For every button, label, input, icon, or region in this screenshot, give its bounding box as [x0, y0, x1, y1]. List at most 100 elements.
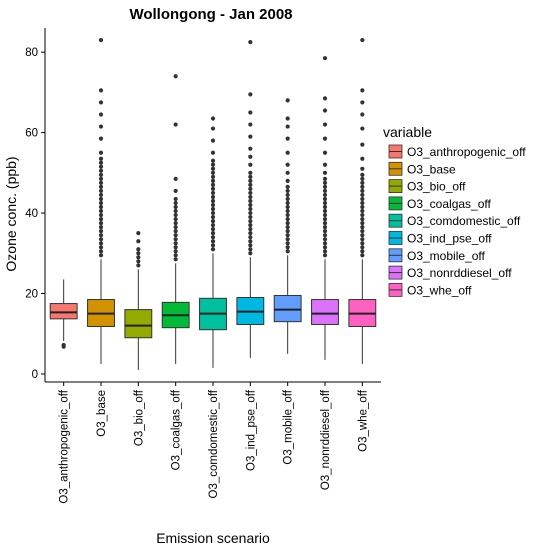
outlier-point: [360, 172, 365, 177]
outlier-point: [173, 225, 178, 230]
outlier-point: [173, 176, 178, 181]
outlier-point: [360, 176, 365, 181]
y-axis-title: Ozone conc. (ppb): [3, 156, 19, 271]
outlier-point: [360, 253, 365, 258]
outlier-point: [248, 92, 253, 97]
chart-marks: [49, 37, 377, 370]
outlier-point: [98, 208, 104, 214]
outlier-point: [173, 122, 178, 127]
outlier-point: [322, 162, 328, 167]
outlier-point: [285, 124, 290, 129]
outlier-point: [360, 156, 365, 161]
outlier-point: [210, 174, 216, 179]
outlier-point: [98, 164, 104, 169]
box-O3_coalgas_off: [161, 74, 190, 364]
outlier-point: [98, 200, 104, 206]
outlier-point: [248, 247, 253, 252]
outlier-point: [322, 233, 328, 238]
outlier-point: [285, 225, 290, 230]
outlier-point: [248, 214, 253, 220]
outlier-point: [248, 198, 253, 204]
outlier-point: [285, 150, 290, 155]
outlier-point: [285, 212, 290, 218]
outlier-point: [210, 126, 216, 131]
legend-item: O3_anthropogenic_off: [388, 144, 526, 159]
outlier-point: [360, 249, 365, 254]
outlier-point: [136, 255, 141, 260]
outlier-point: [98, 88, 104, 93]
outlier-point: [248, 239, 253, 244]
y-tick-label: 80: [25, 47, 38, 59]
outlier-point: [248, 146, 253, 151]
outlier-point: [98, 237, 104, 242]
outlier-point: [360, 184, 365, 189]
outlier-point: [285, 221, 290, 226]
outlier-point: [285, 200, 290, 206]
outlier-point: [98, 245, 104, 250]
legend-label: O3_whe_off: [407, 283, 472, 297]
x-tick-label: O3_whe_off: [357, 389, 369, 452]
outlier-point: [98, 233, 104, 238]
box-O3_mobile_off: [273, 98, 302, 354]
outlier-point: [360, 216, 365, 222]
outlier-point: [285, 216, 290, 222]
outlier-point: [173, 196, 178, 202]
outlier-point: [322, 212, 328, 218]
outlier-point: [98, 196, 104, 202]
outlier-point: [285, 188, 290, 194]
outlier-point: [173, 241, 178, 246]
outlier-point: [98, 184, 104, 189]
box-O3_comdomestic_off: [199, 116, 227, 368]
box-body: [124, 309, 153, 339]
outlier-point: [285, 162, 290, 167]
outlier-point: [248, 154, 253, 159]
outlier-point: [136, 247, 141, 252]
outlier-point: [360, 221, 365, 226]
outlier-point: [98, 241, 104, 246]
outlier-point: [248, 122, 253, 127]
legend-label: O3_mobile_off: [407, 249, 485, 263]
box-O3_anthropogenic_off: [49, 279, 78, 349]
outlier-point: [360, 100, 365, 105]
outlier-point: [285, 98, 290, 103]
box-body: [273, 295, 302, 323]
outlier-point: [210, 198, 216, 204]
outlier-point: [322, 108, 328, 113]
outlier-point: [248, 210, 253, 216]
outlier-point: [210, 239, 216, 244]
outlier-point: [322, 184, 328, 189]
outlier-point: [248, 223, 253, 228]
outlier-point: [248, 110, 253, 115]
outlier-point: [210, 202, 216, 208]
outlier-point: [360, 180, 365, 185]
outlier-point: [285, 233, 290, 238]
outlier-point: [322, 221, 328, 226]
outlier-point: [360, 233, 365, 238]
outlier-point: [98, 221, 104, 226]
box-body: [311, 299, 339, 325]
outlier-point: [210, 178, 216, 183]
outlier-point: [248, 178, 253, 183]
outlier-point: [210, 150, 216, 155]
outlier-point: [322, 241, 328, 246]
outlier-point: [98, 229, 104, 234]
outlier-point: [322, 249, 328, 254]
legend-label: O3_coalgas_off: [407, 197, 492, 211]
outlier-point: [322, 180, 328, 185]
outlier-point: [210, 206, 216, 212]
outlier-point: [285, 184, 290, 189]
outlier-point: [136, 231, 141, 236]
legend-label: O3_anthropogenic_off: [407, 145, 526, 159]
outlier-point: [173, 200, 178, 206]
outlier-point: [322, 208, 328, 214]
outlier-point: [210, 166, 216, 171]
outlier-point: [248, 206, 253, 212]
outlier-point: [210, 194, 216, 200]
outlier-point: [248, 218, 253, 224]
outlier-point: [98, 136, 104, 141]
outlier-point: [210, 235, 216, 240]
outlier-point: [98, 112, 104, 117]
outlier-point: [322, 245, 328, 250]
outlier-point: [248, 243, 253, 248]
y-tick-label: 0: [32, 369, 38, 381]
